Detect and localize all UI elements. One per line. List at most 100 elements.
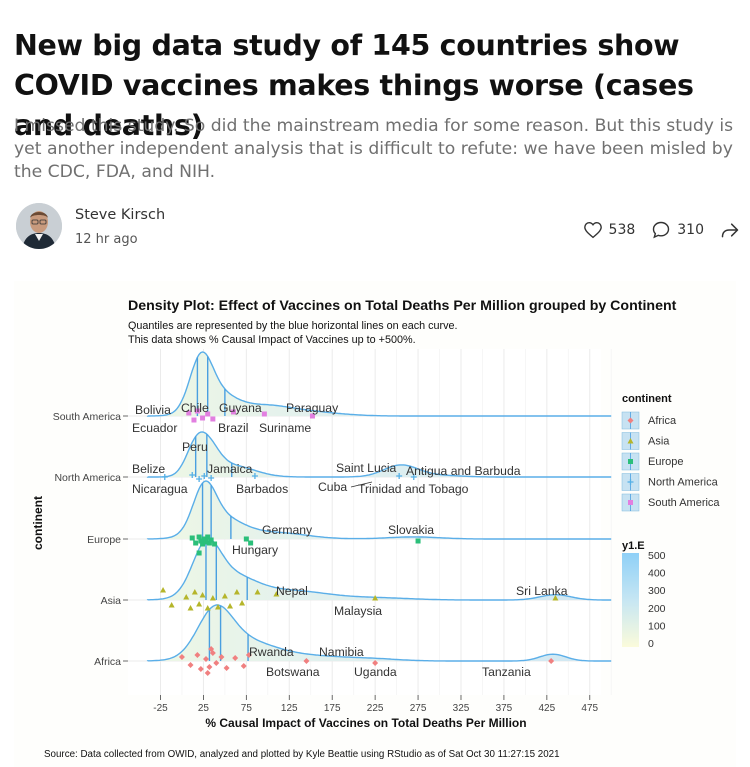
label-slovakia: Slovakia	[388, 523, 434, 537]
point-south-america	[309, 413, 315, 419]
point-africa	[194, 652, 201, 658]
label-ecuador: Ecuador	[132, 421, 177, 435]
share-button[interactable]	[720, 220, 740, 240]
point-asia	[221, 593, 228, 599]
point-north-america	[201, 473, 208, 479]
point-asia	[239, 600, 246, 606]
colorbar-tick-label: 200	[648, 603, 666, 615]
point-asia	[187, 605, 194, 611]
byline: Steve Kirsch 12 hr ago 538 310	[16, 203, 740, 251]
label-nepal: Nepal	[276, 584, 308, 598]
point-africa	[197, 666, 204, 672]
label-peru: Peru	[182, 440, 208, 454]
point-europe	[196, 534, 202, 540]
point-europe	[206, 540, 212, 546]
point-europe	[201, 536, 207, 542]
x-tick-label: 225	[367, 703, 384, 714]
x-tick-label: -25	[153, 703, 168, 714]
x-tick-label: 25	[198, 703, 210, 714]
point-asia	[196, 601, 203, 607]
y-label-europe: Europe	[87, 534, 121, 546]
point-africa	[204, 670, 211, 676]
point-south-america	[210, 416, 216, 422]
point-africa	[232, 655, 239, 661]
density-curve-north-america	[146, 431, 612, 478]
point-africa	[213, 660, 220, 666]
y-label-north-america: North America	[54, 472, 121, 484]
point-europe	[200, 541, 206, 547]
article-title: New big data study of 145 countries show…	[14, 29, 694, 142]
point-europe	[189, 535, 195, 541]
legend-label-asia: Asia	[648, 436, 670, 448]
label-nicaragua: Nicaragua	[132, 482, 188, 496]
label-leader-cuba	[350, 481, 373, 488]
point-asia	[191, 589, 198, 595]
point-africa	[223, 665, 230, 671]
legend-continent: continent Africa Asia Europe North America S…	[621, 393, 720, 512]
label-bolivia: Bolivia	[135, 403, 171, 417]
point-asia	[372, 595, 379, 601]
legend-title: continent	[622, 393, 672, 405]
point-europe	[196, 550, 202, 556]
point-europe	[248, 540, 254, 546]
legend-label-south-america: South America	[648, 497, 720, 509]
x-axis-ticks: -25 25 75 125 175 225 275 325 375 425 475	[153, 695, 599, 714]
x-tick-label: 125	[281, 703, 298, 714]
label-brazil: Brazil	[218, 421, 248, 435]
x-tick-label: 375	[496, 703, 513, 714]
label-chile: Chile	[181, 401, 209, 415]
point-south-america	[186, 410, 192, 416]
point-asia	[209, 595, 216, 601]
legend-marker	[627, 438, 634, 444]
label-namibia: Namibia	[319, 645, 364, 659]
point-africa	[245, 652, 252, 658]
label-sri-lanka: Sri Lanka	[516, 584, 568, 598]
point-europe	[203, 539, 209, 545]
x-tick-label: 325	[453, 703, 470, 714]
label-suriname: Suriname	[259, 421, 311, 435]
label-rwanda: Rwanda	[249, 645, 294, 659]
label-antigua: Antigua and Barbuda	[406, 464, 521, 478]
like-count: 538	[608, 222, 636, 238]
point-asia	[227, 603, 234, 609]
colorbar-tick-label: 0	[648, 638, 654, 650]
colorbar: y1.E 500 400 300 200 100 0	[622, 540, 666, 650]
density-curve-africa	[146, 604, 612, 662]
y-label-south-america: South America	[53, 411, 121, 423]
density-fill-south-america	[147, 352, 612, 416]
colorbar-tick-label: 300	[648, 585, 666, 597]
label-hungary: Hungary	[232, 543, 279, 557]
point-asia	[160, 587, 167, 593]
like-button[interactable]: 538	[583, 221, 636, 239]
legend-marker	[627, 479, 634, 485]
point-asia	[254, 589, 261, 595]
point-africa	[178, 654, 185, 660]
article-subtitle: I missed this study. So did the mainstre…	[14, 116, 734, 182]
labels-europe: Germany Slovakia Hungary	[232, 523, 434, 557]
point-asia	[168, 602, 175, 608]
point-asia	[215, 604, 222, 610]
point-south-america	[261, 411, 267, 417]
point-asia	[199, 592, 206, 598]
label-germany: Germany	[262, 523, 313, 537]
avatar[interactable]	[16, 203, 62, 249]
labels-asia: Nepal Sri Lanka Malaysia	[276, 584, 568, 618]
point-south-america	[200, 415, 206, 421]
point-europe	[193, 540, 199, 546]
label-trinidad: Trinidad and Tobago	[358, 482, 469, 496]
comment-button[interactable]: 310	[651, 220, 704, 240]
label-saint-lucia: Saint Lucia	[336, 461, 397, 475]
point-north-america	[396, 473, 403, 479]
point-north-america	[161, 474, 168, 480]
colorbar-gradient	[622, 553, 639, 647]
labels-africa: Rwanda Namibia Botswana Uganda Tanzania	[249, 645, 531, 679]
point-north-america	[410, 474, 417, 480]
density-fill-africa	[147, 605, 612, 661]
labels-north-america: Belize Jamaica Saint Lucia Antigua and B…	[132, 461, 521, 496]
author-name[interactable]: Steve Kirsch	[75, 207, 166, 223]
y-label-africa: Africa	[94, 656, 121, 668]
point-africa	[303, 658, 310, 664]
density-curve-europe	[146, 480, 612, 540]
point-europe	[205, 534, 211, 540]
label-botswana: Botswana	[266, 665, 320, 679]
